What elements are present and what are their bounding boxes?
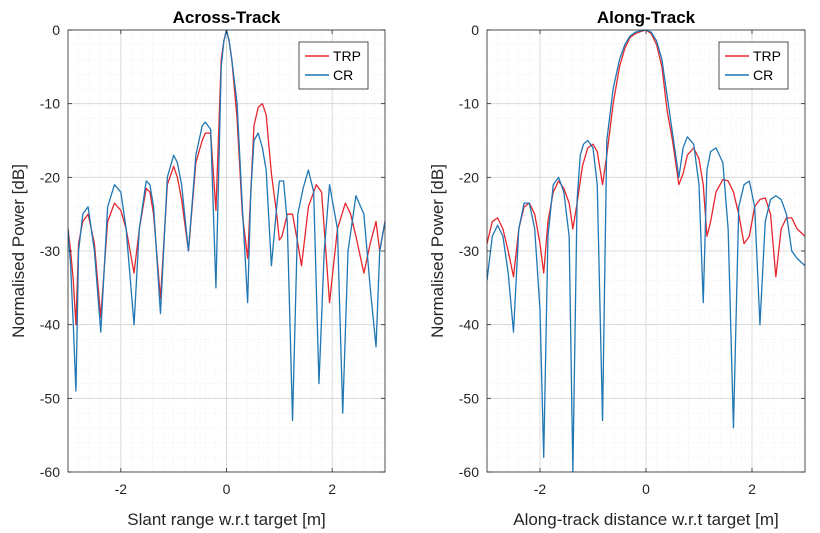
x-tick-label: -2	[534, 481, 547, 497]
x-tick-label: 2	[328, 481, 336, 497]
legend-label-trp: TRP	[753, 48, 781, 64]
x-axis-label: Slant range w.r.t target [m]	[127, 510, 325, 529]
y-axis-label: Normalised Power [dB]	[9, 164, 28, 338]
y-tick-label: -40	[459, 317, 479, 333]
y-tick-label: -60	[40, 464, 60, 480]
chart-title: Across-Track	[173, 8, 281, 27]
series-line-cr	[487, 30, 805, 472]
chart-panel-along: -2 0 20-10-20-30-40-50-60Along-TrackAlong-…	[428, 8, 806, 529]
y-tick-label: -20	[40, 169, 60, 185]
chart-panel-across: -2 0 20-10-20-30-40-50-60Across-TrackSlant…	[9, 8, 386, 529]
y-tick-label: -50	[459, 390, 479, 406]
y-tick-label: -60	[459, 464, 479, 480]
chart-title: Along-Track	[597, 8, 696, 27]
legend: TRP CR	[718, 41, 789, 90]
legend-label-cr: CR	[333, 67, 353, 83]
y-tick-label: -30	[459, 243, 479, 259]
y-axis-label: Normalised Power [dB]	[428, 164, 447, 338]
y-tick-label: 0	[471, 22, 479, 38]
x-tick-label: -2	[115, 481, 128, 497]
y-tick-label: -50	[40, 390, 60, 406]
legend-label-trp: TRP	[333, 48, 361, 64]
x-axis-label: Along-track distance w.r.t target [m]	[513, 510, 779, 529]
y-tick-label: -20	[459, 169, 479, 185]
y-tick-label: -30	[40, 243, 60, 259]
legend: TRP CR	[298, 41, 369, 90]
legend-box	[298, 41, 369, 90]
legend-box	[718, 41, 789, 90]
y-tick-label: -10	[459, 96, 479, 112]
x-tick-label: 2	[748, 481, 756, 497]
y-tick-label: -10	[40, 96, 60, 112]
series-line-cr	[68, 30, 385, 422]
legend-label-cr: CR	[753, 67, 773, 83]
x-tick-label: 0	[223, 481, 231, 497]
y-tick-label: -40	[40, 317, 60, 333]
x-tick-label: 0	[642, 481, 650, 497]
y-tick-label: 0	[52, 22, 60, 38]
